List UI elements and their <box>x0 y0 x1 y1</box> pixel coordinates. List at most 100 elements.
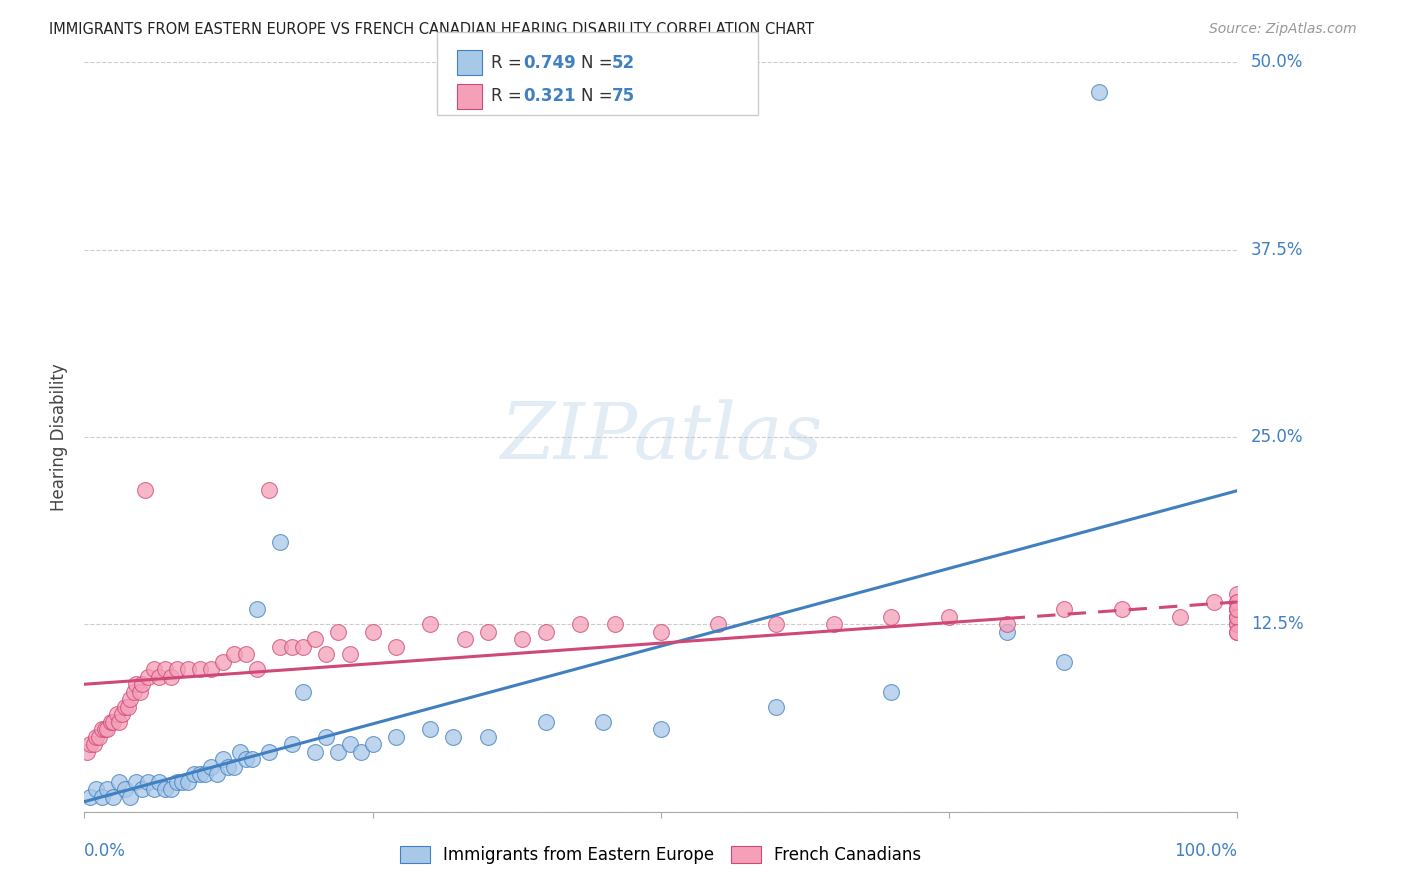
Point <box>166 662 188 676</box>
Point <box>105 707 128 722</box>
Point <box>880 610 903 624</box>
Text: 37.5%: 37.5% <box>1251 241 1303 259</box>
Text: 100.0%: 100.0% <box>1174 842 1237 860</box>
Point <box>235 648 257 662</box>
Point <box>292 640 315 654</box>
Point <box>361 737 384 751</box>
Point <box>188 767 211 781</box>
Point <box>177 662 200 676</box>
Point <box>136 670 159 684</box>
Point <box>240 752 263 766</box>
Point <box>350 745 373 759</box>
Point <box>94 723 117 737</box>
Point <box>183 767 205 781</box>
Point <box>125 677 148 691</box>
Point <box>1226 595 1249 609</box>
Point <box>114 699 136 714</box>
Point <box>1226 617 1249 632</box>
Point <box>1168 610 1191 624</box>
Point <box>534 624 557 639</box>
Text: 75: 75 <box>612 87 634 105</box>
Point <box>1226 602 1249 616</box>
Point <box>131 677 153 691</box>
Point <box>339 737 361 751</box>
Text: 25.0%: 25.0% <box>1251 428 1303 446</box>
Point <box>172 774 194 789</box>
Point <box>1226 587 1249 601</box>
Point <box>148 670 170 684</box>
Point <box>90 789 112 804</box>
Point <box>153 782 176 797</box>
Point <box>765 699 787 714</box>
Point <box>1226 602 1249 616</box>
Point <box>117 699 139 714</box>
Text: 0.0%: 0.0% <box>84 842 127 860</box>
Point <box>512 632 534 647</box>
Point <box>90 723 112 737</box>
Point <box>995 617 1018 632</box>
Point <box>707 617 730 632</box>
Point <box>1204 595 1226 609</box>
Point <box>1226 610 1249 624</box>
Point <box>269 535 291 549</box>
Point <box>281 640 304 654</box>
Point <box>131 782 153 797</box>
Point <box>246 602 269 616</box>
Point <box>304 632 326 647</box>
Point <box>76 745 98 759</box>
Point <box>108 714 131 729</box>
Point <box>200 760 222 774</box>
Text: 0.321: 0.321 <box>523 87 575 105</box>
Point <box>194 767 217 781</box>
Point <box>326 745 349 759</box>
Point <box>160 782 183 797</box>
Point <box>108 774 131 789</box>
Point <box>1088 86 1111 100</box>
Point <box>650 624 672 639</box>
Point <box>103 714 124 729</box>
Point <box>134 483 156 497</box>
Point <box>89 730 111 744</box>
Point <box>419 723 441 737</box>
Point <box>205 767 228 781</box>
Point <box>454 632 477 647</box>
Point <box>292 685 315 699</box>
Text: 12.5%: 12.5% <box>1251 615 1303 633</box>
Point <box>224 648 246 662</box>
Point <box>136 774 159 789</box>
Point <box>384 640 406 654</box>
Point <box>128 685 150 699</box>
Point <box>96 723 118 737</box>
Point <box>211 752 233 766</box>
Point <box>83 737 105 751</box>
Point <box>84 730 107 744</box>
Point <box>1226 595 1249 609</box>
Point <box>218 760 240 774</box>
Point <box>1226 610 1249 624</box>
Point <box>148 774 170 789</box>
Text: Source: ZipAtlas.com: Source: ZipAtlas.com <box>1209 22 1357 37</box>
Point <box>441 730 464 744</box>
Point <box>361 624 384 639</box>
Point <box>229 745 252 759</box>
Text: N =: N = <box>581 87 617 105</box>
Point <box>96 782 118 797</box>
Point <box>246 662 269 676</box>
Point <box>166 774 188 789</box>
Text: N =: N = <box>581 54 617 71</box>
Point <box>384 730 406 744</box>
Point <box>177 774 200 789</box>
Point <box>1226 624 1249 639</box>
Point <box>224 760 246 774</box>
Point <box>281 737 304 751</box>
Point <box>1053 655 1076 669</box>
Text: 0.749: 0.749 <box>523 54 576 71</box>
Point <box>477 730 499 744</box>
Legend: Immigrants from Eastern Europe, French Canadians: Immigrants from Eastern Europe, French C… <box>394 839 928 871</box>
Point <box>211 655 233 669</box>
Point <box>304 745 326 759</box>
Point <box>120 692 142 706</box>
Point <box>1226 617 1249 632</box>
Point <box>995 624 1018 639</box>
Point <box>79 789 101 804</box>
